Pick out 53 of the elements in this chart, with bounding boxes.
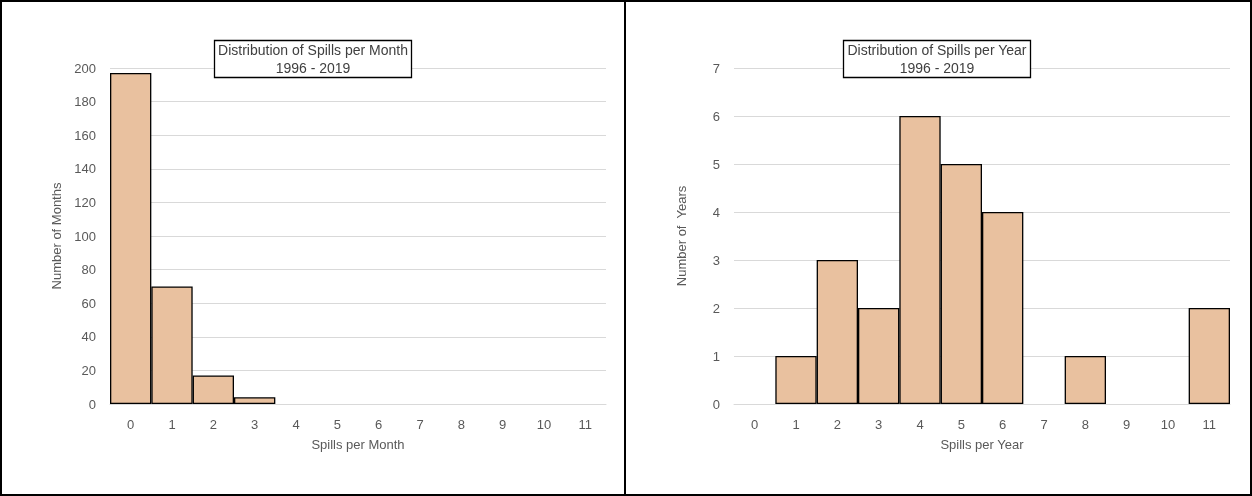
y-tick-label: 2 (712, 300, 720, 316)
y-tick-label: 4 (712, 204, 720, 220)
x-tick-label: 1 (168, 417, 176, 432)
x-tick-label: 10 (1160, 417, 1176, 432)
y-tick-label: 140 (74, 161, 96, 177)
y-tick-label: 120 (74, 194, 96, 210)
x-tick-label: 5 (333, 417, 341, 432)
chart-subtitle: 1996 - 2019 (275, 60, 351, 76)
x-tick-label: 0 (751, 417, 759, 432)
y-axis-title: Number of Months (49, 182, 65, 290)
x-tick-label: 0 (127, 417, 135, 432)
y-tick-label: 200 (74, 60, 96, 76)
x-tick-label: 8 (457, 417, 465, 432)
x-tick-label: 1 (792, 417, 800, 432)
y-tick-label: 40 (81, 329, 96, 345)
x-tick-label: 7 (1040, 417, 1048, 432)
y-tick-label: 7 (712, 60, 720, 76)
x-tick-label: 3 (875, 417, 883, 432)
x-tick-label: 4 (916, 417, 924, 432)
y-tick-label: 5 (712, 156, 720, 172)
x-axis-title: Spills per Year (940, 437, 1025, 452)
x-tick-label: 9 (499, 417, 507, 432)
chart-subtitle: 1996 - 2019 (899, 60, 975, 76)
x-tick-label: 2 (209, 417, 217, 432)
x-tick-label: 9 (1123, 417, 1131, 432)
x-tick-label: 3 (251, 417, 259, 432)
x-tick-label: 8 (1081, 417, 1089, 432)
x-tick-label: 2 (833, 417, 841, 432)
x-axis-title: Spills per Month (311, 437, 405, 452)
bar (1064, 356, 1106, 404)
x-tick-label: 6 (999, 417, 1007, 432)
x-tick-label: 6 (375, 417, 383, 432)
x-tick-label: 11 (578, 417, 593, 432)
y-tick-label: 3 (712, 252, 720, 268)
y-tick-label: 60 (81, 295, 96, 311)
chart-title: Distribution of Spills per Year (847, 42, 1027, 58)
y-tick-label: 100 (74, 228, 96, 244)
y-tick-label: 20 (81, 362, 96, 378)
x-tick-label: 7 (416, 417, 424, 432)
y-tick-label: 0 (712, 396, 720, 412)
chart-title: Distribution of Spills per Month (218, 42, 408, 58)
y-tick-label: 80 (81, 262, 96, 278)
x-tick-label: 4 (292, 417, 300, 432)
x-tick-label: 10 (536, 417, 552, 432)
bar (1188, 308, 1230, 404)
y-axis-title: Number of Years (674, 185, 689, 287)
y-tick-label: 0 (88, 396, 96, 412)
y-tick-label: 1 (712, 348, 720, 364)
x-tick-label: 11 (1202, 417, 1217, 432)
y-tick-label: 180 (74, 94, 96, 110)
y-tick-label: 160 (74, 127, 96, 143)
y-tick-label: 6 (712, 108, 720, 124)
x-tick-label: 5 (957, 417, 965, 432)
